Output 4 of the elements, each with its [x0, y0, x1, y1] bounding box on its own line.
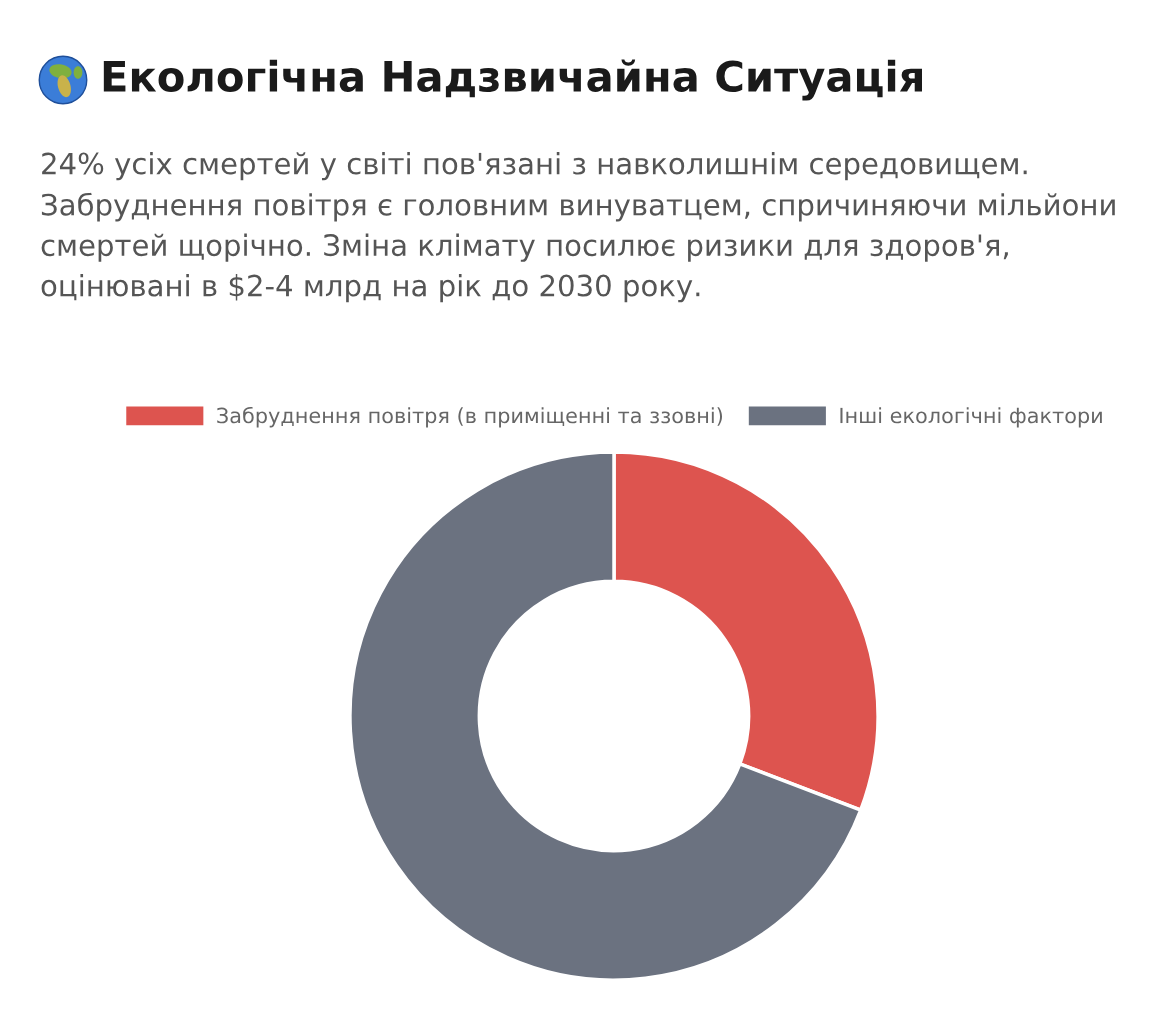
legend-label: Інші екологічні фактори: [840, 407, 1102, 428]
legend-label: Забруднення повітря (в приміщенні та ззовні): [217, 406, 723, 428]
chart-title: Екологічна Надзвичайна Ситуація: [103, 59, 922, 101]
chart-subtitle: 24% усіх смертей у світі пов'язані з навколишнім середовищем. Забруднення повітря є головним винуватцем, спричиняючи мільйони смертей щорічно. Зміна клімату посилює ризики для здоров'я, оцінювані в $2-4 млрд на рік до 2030 року.: [41, 152, 1115, 303]
